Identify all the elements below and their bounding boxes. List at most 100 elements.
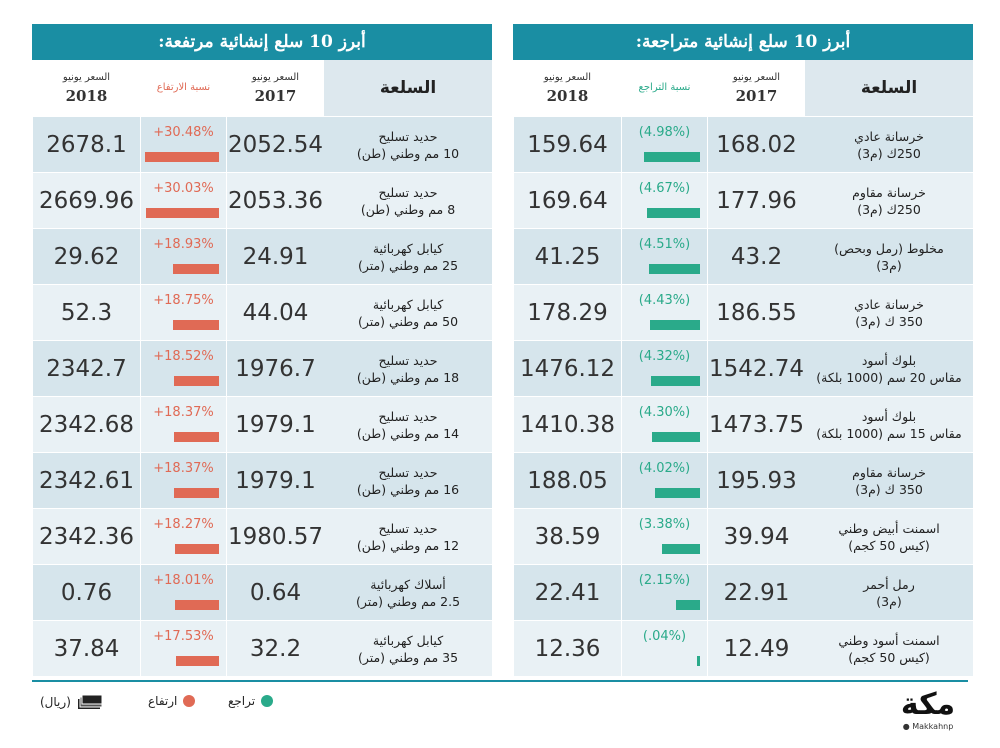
item-line1: بلوك أسود xyxy=(861,352,917,368)
pct-down-label: (4.43%) xyxy=(638,293,691,308)
item-line1: كيابل كهربائية xyxy=(372,296,444,312)
logo-handle-text: Makkahnp xyxy=(912,722,954,731)
pct-up-label: +30.03% xyxy=(153,181,214,196)
item-name: اسمنت أبيض وطني (كيس 50 كجم) xyxy=(805,509,973,564)
table-row: كيابل كهربائية 35 مم وطني (متر) 32.2 +17.53… xyxy=(32,620,492,676)
pct-down-bar xyxy=(675,600,700,610)
item-line1: حديد تسليح xyxy=(378,408,438,424)
pct-down-bar xyxy=(654,488,700,498)
header-pct-down: نسبة التراجع xyxy=(621,60,707,116)
pct-cell: (4.98%) xyxy=(621,117,707,172)
pct-down-bar xyxy=(661,544,700,554)
item-line2: (م3) xyxy=(876,257,902,273)
pct-up-bar xyxy=(176,656,219,666)
pct-cell: +18.52% xyxy=(140,341,226,396)
pct-cell: +17.53% xyxy=(140,621,226,676)
pct-down-label: (4.32%) xyxy=(638,349,691,364)
item-line1: كيابل كهربائية xyxy=(372,632,444,648)
price-2017: 0.64 xyxy=(226,565,324,620)
pct-up-bar xyxy=(174,488,219,498)
pct-down-label: (4.98%) xyxy=(638,125,691,140)
table-row: اسمنت أبيض وطني (كيس 50 كجم) 39.94 (3.38%) 3… xyxy=(513,508,973,564)
item-line2: 250ك (م3) xyxy=(857,145,921,161)
item-name: خرسانة مقاوم 350 ك (م3) xyxy=(805,453,973,508)
item-name: رمل أحمر (م3) xyxy=(805,565,973,620)
price-2018: 52.3 xyxy=(32,285,140,340)
price-2018: 1410.38 xyxy=(513,397,621,452)
pct-down-label: (4.02%) xyxy=(638,461,691,476)
pct-up-bar xyxy=(174,432,219,442)
header-2017: السعر يونيو 2017 xyxy=(226,60,324,116)
pct-cell: (4.30%) xyxy=(621,397,707,452)
logo-mark: مكة xyxy=(900,687,956,722)
pct-down-bar xyxy=(651,432,700,442)
header-2018: السعر يونيو 2018 xyxy=(513,60,621,116)
pct-up-label: +18.01% xyxy=(153,573,214,588)
price-2017: 32.2 xyxy=(226,621,324,676)
price-2017: 44.04 xyxy=(226,285,324,340)
price-2018: 188.05 xyxy=(513,453,621,508)
pct-up-label: +18.75% xyxy=(153,293,214,308)
header-2017-year: 2017 xyxy=(735,86,778,105)
price-2018: 2678.1 xyxy=(32,117,140,172)
pct-down-label: (4.30%) xyxy=(638,405,691,420)
price-2017: 168.02 xyxy=(707,117,805,172)
pct-down-label: (3.38%) xyxy=(638,517,691,532)
header-item: السلعة xyxy=(324,60,492,116)
price-2018: 178.29 xyxy=(513,285,621,340)
pct-down-bar xyxy=(697,656,700,666)
item-line2: (كيس 50 كجم) xyxy=(848,537,930,553)
item-line1: حديد تسليح xyxy=(378,184,438,200)
pct-cell: (.04%) xyxy=(621,621,707,676)
item-name: حديد تسليح 14 مم وطني (طن) xyxy=(324,397,492,452)
item-line2: 10 مم وطني (طن) xyxy=(356,145,460,161)
price-2017: 12.49 xyxy=(707,621,805,676)
price-2017: 1979.1 xyxy=(226,397,324,452)
price-2018: 169.64 xyxy=(513,173,621,228)
header-2018-year: 2018 xyxy=(65,86,108,105)
item-name: خرسانة عادي 350 ك (م3) xyxy=(805,285,973,340)
item-name: حديد تسليح 10 مم وطني (طن) xyxy=(324,117,492,172)
pct-down-label: (4.67%) xyxy=(638,181,691,196)
table-row: حديد تسليح 8 مم وطني (طن) 2053.36 +30.03% 26… xyxy=(32,172,492,228)
rising-panel: أبرز 10 سلع إنشائية مرتفعة: السلعة السعر… xyxy=(32,24,492,676)
price-2018: 2342.68 xyxy=(32,397,140,452)
price-2017: 22.91 xyxy=(707,565,805,620)
item-line1: حديد تسليح xyxy=(378,520,438,536)
table-row: أسلاك كهربائية 2.5 مم وطني (متر) 0.64 +18.0… xyxy=(32,564,492,620)
price-2017: 1542.74 xyxy=(707,341,805,396)
pct-up-label: +18.93% xyxy=(153,237,214,252)
item-line1: خرسانة مقاوم xyxy=(852,464,926,480)
table-row: حديد تسليح 18 مم وطني (طن) 1976.7 +18.52% 23… xyxy=(32,340,492,396)
declining-rows: خرسانة عادي 250ك (م3) 168.02 (4.98%) 159.64 خ… xyxy=(513,116,973,676)
pct-up-bar xyxy=(175,600,219,610)
header-2018: السعر يونيو 2018 xyxy=(32,60,140,116)
pct-up-label: +17.53% xyxy=(153,629,214,644)
item-name: خرسانة مقاوم 250ك (م3) xyxy=(805,173,973,228)
item-line2: (كيس 50 كجم) xyxy=(848,649,930,665)
price-2018: 22.41 xyxy=(513,565,621,620)
item-line1: بلوك أسود xyxy=(861,408,917,424)
pct-cell: +18.75% xyxy=(140,285,226,340)
price-2017: 177.96 xyxy=(707,173,805,228)
item-name: حديد تسليح 12 مم وطني (طن) xyxy=(324,509,492,564)
price-2018: 2342.7 xyxy=(32,341,140,396)
declining-title: أبرز 10 سلع إنشائية متراجعة: xyxy=(513,24,973,60)
pct-cell: +30.48% xyxy=(140,117,226,172)
table-row: بلوك أسود مقاس 15 سم (1000 بلكة) 1473.75 (4… xyxy=(513,396,973,452)
pct-up-bar xyxy=(174,376,219,386)
item-line2: 12 مم وطني (طن) xyxy=(356,537,460,553)
item-line1: اسمنت أبيض وطني xyxy=(838,520,940,536)
pct-down-bar xyxy=(649,264,700,274)
pct-cell: +18.37% xyxy=(140,453,226,508)
item-line1: خرسانة مقاوم xyxy=(852,184,926,200)
item-name: حديد تسليح 8 مم وطني (طن) xyxy=(324,173,492,228)
item-line1: رمل أحمر xyxy=(863,576,915,592)
pct-down-label: (2.15%) xyxy=(638,573,691,588)
pct-cell: (4.51%) xyxy=(621,229,707,284)
table-row: اسمنت أسود وطني (كيس 50 كجم) 12.49 (.04%) 12… xyxy=(513,620,973,676)
pct-cell: +30.03% xyxy=(140,173,226,228)
table-row: خرسانة عادي 350 ك (م3) 186.55 (4.43%) 178.29 xyxy=(513,284,973,340)
money-icon xyxy=(77,694,103,709)
item-line2: مقاس 15 سم (1000 بلكة) xyxy=(816,425,962,441)
